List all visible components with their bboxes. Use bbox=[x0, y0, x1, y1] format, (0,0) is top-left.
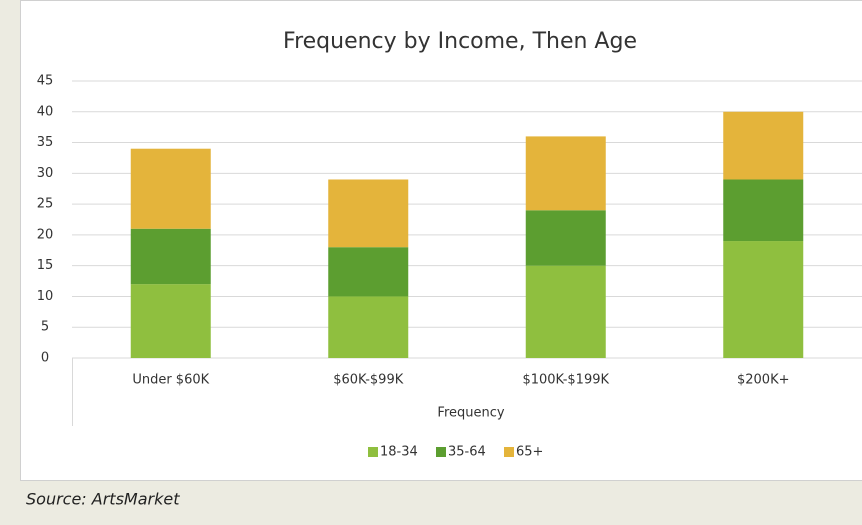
legend-swatch bbox=[368, 447, 378, 457]
bar-segment bbox=[723, 241, 804, 358]
x-axis-title: Frequency bbox=[437, 406, 504, 421]
x-tick-label: $60K-$99K bbox=[333, 373, 403, 388]
bar-segment bbox=[130, 284, 211, 358]
legend-label: 18-34 bbox=[380, 445, 418, 460]
y-tick-label: 45 bbox=[37, 74, 54, 89]
legend-swatch bbox=[504, 447, 514, 457]
y-tick-label: 40 bbox=[37, 104, 54, 119]
bar-segment bbox=[328, 247, 409, 297]
bar-segment bbox=[130, 228, 211, 285]
x-tick-label: $200K+ bbox=[737, 373, 790, 388]
source: Source: ArtsMarket bbox=[26, 490, 180, 509]
y-tick-label: 35 bbox=[37, 135, 54, 150]
legend-swatch bbox=[436, 447, 446, 457]
bar-segment bbox=[525, 136, 606, 211]
bar-segment bbox=[130, 148, 211, 229]
bar-segment bbox=[525, 265, 606, 358]
chart-title: Frequency by Income, Then Age bbox=[283, 29, 637, 54]
x-tick-label: Under $60K bbox=[132, 373, 209, 388]
y-tick-label: 5 bbox=[41, 320, 49, 335]
y-tick-label: 30 bbox=[37, 166, 54, 181]
y-tick-label: 15 bbox=[37, 258, 54, 273]
bar-segment bbox=[525, 210, 606, 266]
bar-segment bbox=[723, 179, 804, 242]
bar-segment bbox=[328, 296, 409, 358]
y-tick-label: 0 bbox=[41, 351, 49, 366]
x-tick-label: $100K-$199K bbox=[522, 373, 609, 388]
bar-segment bbox=[328, 179, 409, 248]
legend-label: 65+ bbox=[516, 445, 543, 460]
y-tick-label: 10 bbox=[37, 289, 54, 304]
legend-label: 35-64 bbox=[448, 445, 486, 460]
bar-segment bbox=[723, 111, 804, 180]
y-tick-label: 25 bbox=[37, 197, 54, 212]
y-tick-label: 20 bbox=[37, 227, 54, 242]
